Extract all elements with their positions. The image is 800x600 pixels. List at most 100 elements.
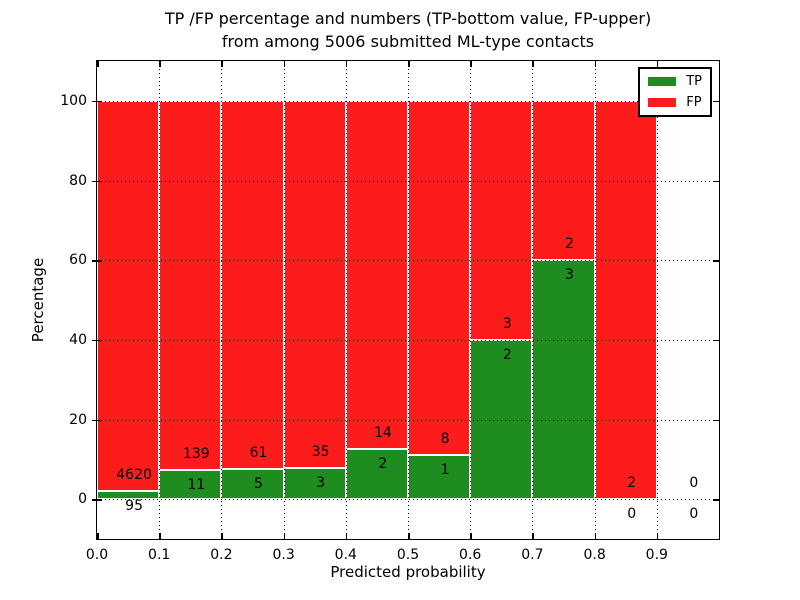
vertical-gridline (594, 61, 596, 539)
fp-count-label: 0 (689, 475, 699, 492)
vertical-gridline (221, 61, 223, 539)
tp-bar (97, 491, 160, 500)
legend-label-fp: FP (686, 95, 702, 110)
fp-bar (345, 100, 408, 450)
tp-count-label: 3 (316, 474, 326, 491)
fp-bar (283, 100, 346, 468)
y-tick-mark (713, 180, 719, 182)
fp-count-label: 139 (182, 445, 210, 462)
fp-count-label: 35 (311, 443, 330, 460)
plot-area: 4620 95 139 11 61 5 35 3 14 2 8 1 3 2 2 3 2 0 0 0 0.0 0.1 0.2 0… (60, 60, 720, 563)
fp-bar (408, 100, 471, 455)
fp-bar (159, 100, 222, 470)
y-tick-mark (713, 260, 719, 262)
tp-count-label: 11 (187, 476, 206, 493)
x-tick-label: 0.5 (396, 547, 420, 563)
fp-count-label: 3 (502, 315, 512, 332)
legend: TP FP (638, 67, 712, 117)
x-tick-mark (656, 533, 659, 539)
y-tick-mark (713, 419, 719, 421)
horizontal-gridline (97, 419, 719, 421)
tp-count-label: 1 (440, 461, 450, 478)
y-tick-mark (92, 499, 102, 501)
x-tick-mark (345, 61, 348, 67)
x-tick-label: 0.4 (334, 547, 357, 563)
chart-title: TP /FP percentage and numbers (TP-bottom… (96, 8, 720, 53)
x-tick-mark (221, 61, 223, 67)
vertical-gridline (532, 61, 534, 539)
vertical-gridline (470, 61, 472, 539)
y-tick-label: 20 (69, 411, 87, 428)
fp-count-label: 14 (373, 425, 392, 442)
y-tick-mark (92, 180, 102, 182)
y-tick-mark (713, 339, 719, 342)
y-tick-mark (92, 100, 102, 103)
tp-count-label: 2 (502, 346, 512, 363)
x-tick-mark (283, 61, 286, 67)
fp-count-label: 2 (627, 475, 637, 492)
tp-bar (532, 260, 595, 500)
vertical-gridline (345, 61, 347, 539)
x-tick-label: 0.1 (148, 547, 171, 563)
legend-row-tp: TP (648, 75, 702, 88)
x-tick-mark (656, 61, 659, 67)
vertical-gridline (283, 61, 285, 539)
x-tick-label: 0.3 (272, 547, 295, 563)
tp-bar (470, 339, 533, 500)
fp-count-label: 61 (249, 445, 268, 461)
x-tick-label: 0.0 (85, 547, 109, 563)
x-tick-mark (408, 61, 410, 67)
x-tick-mark (594, 61, 597, 67)
x-tick-mark (470, 533, 472, 539)
y-axis-title: Percentage (29, 257, 47, 343)
x-tick-mark (97, 533, 99, 539)
fp-bar (532, 100, 595, 261)
x-tick-mark (159, 61, 161, 67)
x-tick-label: 0.2 (210, 547, 233, 563)
fp-count-label: 4620 (116, 467, 152, 484)
fp-bar (470, 100, 533, 340)
horizontal-gridline (97, 180, 719, 182)
fp-bar (221, 100, 284, 469)
horizontal-gridline (97, 260, 719, 262)
y-tick-label: 100 (60, 92, 87, 109)
vertical-gridline (408, 61, 409, 539)
x-tick-label: 0.8 (583, 547, 606, 563)
chart-title-line2: from among 5006 submitted ML-type contac… (221, 31, 595, 51)
tp-bar (221, 468, 284, 500)
tp-bar (283, 467, 346, 500)
tp-bar (159, 469, 222, 500)
tp-legend-swatch-icon (648, 77, 677, 86)
horizontal-gridline (97, 100, 719, 102)
fp-bar (97, 100, 160, 492)
x-tick-mark (221, 533, 223, 539)
x-tick-label: 0.6 (459, 547, 482, 563)
x-tick-mark (283, 533, 286, 539)
x-tick-mark (532, 61, 534, 67)
tp-count-label: 0 (627, 506, 637, 523)
vertical-gridline (159, 61, 161, 539)
tp-count-label: 2 (378, 456, 388, 473)
y-tick-mark (92, 419, 102, 421)
fp-count-label: 2 (565, 236, 574, 253)
y-tick-mark (92, 260, 102, 262)
y-tick-label: 60 (69, 252, 87, 269)
horizontal-gridline (97, 339, 719, 341)
x-axis-title: Predicted probability (330, 563, 486, 581)
tp-count-label: 5 (254, 475, 263, 492)
tp-count-label: 95 (125, 498, 144, 515)
tp-bar (345, 449, 408, 500)
y-tick-label: 80 (69, 172, 87, 189)
y-tick-mark (713, 100, 719, 103)
y-tick-mark (92, 339, 102, 342)
horizontal-gridline (97, 499, 719, 501)
tp-bar (408, 454, 471, 500)
y-tick-label: 0 (78, 491, 87, 508)
x-tick-mark (159, 533, 161, 539)
y-tick-label: 40 (69, 331, 87, 348)
legend-row-fp: FP (648, 96, 702, 109)
fp-count-label: 8 (440, 430, 450, 447)
vertical-gridline (656, 61, 658, 539)
x-tick-mark (408, 533, 410, 539)
chart-title-line1: TP /FP percentage and numbers (TP-bottom… (164, 9, 652, 28)
